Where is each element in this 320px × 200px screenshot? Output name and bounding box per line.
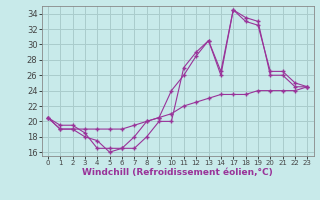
X-axis label: Windchill (Refroidissement éolien,°C): Windchill (Refroidissement éolien,°C) bbox=[82, 168, 273, 177]
